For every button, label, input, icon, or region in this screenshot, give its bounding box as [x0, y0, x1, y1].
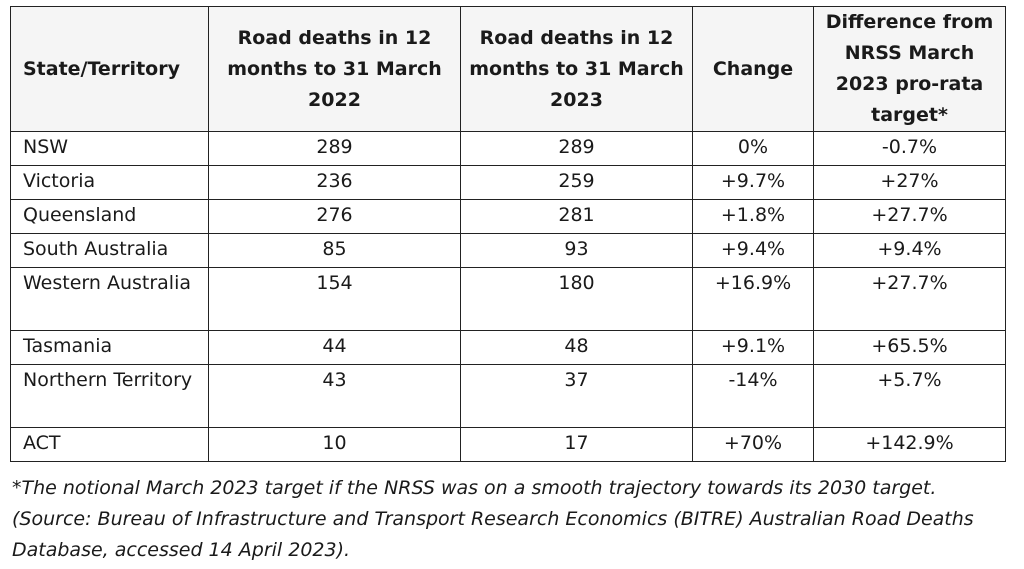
- cell-difference: +65.5%: [813, 330, 1006, 365]
- table-row: NSW 289 289 0% -0.7%: [10, 131, 1006, 166]
- cell-difference: -0.7%: [813, 131, 1006, 166]
- cell-deaths-2023: 289: [460, 131, 693, 166]
- footnote-target-note: *The notional March 2023 target if the N…: [12, 477, 937, 499]
- cell-change: 0%: [692, 131, 814, 166]
- cell-difference: +27%: [813, 165, 1006, 200]
- cell-difference: +9.4%: [813, 233, 1006, 268]
- header-change: Change: [692, 6, 814, 132]
- header-state: State/Territory: [10, 6, 209, 132]
- cell-change: +70%: [692, 427, 814, 462]
- cell-deaths-2023: 281: [460, 199, 693, 234]
- cell-state: ACT: [10, 427, 209, 462]
- cell-difference: +142.9%: [813, 427, 1006, 462]
- cell-deaths-2022: 154: [208, 267, 461, 331]
- cell-deaths-2022: 43: [208, 364, 461, 428]
- header-deaths-2023: Road deaths in 12 months to 31 March 202…: [460, 6, 693, 132]
- cell-change: +16.9%: [692, 267, 814, 331]
- cell-change: +9.4%: [692, 233, 814, 268]
- road-deaths-table: State/Territory Road deaths in 12 months…: [10, 6, 1006, 462]
- cell-state: South Australia: [10, 233, 209, 268]
- cell-state: Tasmania: [10, 330, 209, 365]
- cell-change: +9.7%: [692, 165, 814, 200]
- cell-change: -14%: [692, 364, 814, 428]
- cell-deaths-2023: 93: [460, 233, 693, 268]
- cell-deaths-2022: 44: [208, 330, 461, 365]
- table-row: Victoria 236 259 +9.7% +27%: [10, 165, 1006, 200]
- cell-deaths-2022: 276: [208, 199, 461, 234]
- cell-deaths-2023: 180: [460, 267, 693, 331]
- table-row: Western Australia 154 180 +16.9% +27.7%: [10, 267, 1006, 331]
- cell-change: +9.1%: [692, 330, 814, 365]
- cell-change: +1.8%: [692, 199, 814, 234]
- cell-state: Victoria: [10, 165, 209, 200]
- cell-state: Queensland: [10, 199, 209, 234]
- table-row: South Australia 85 93 +9.4% +9.4%: [10, 233, 1006, 268]
- cell-difference: +5.7%: [813, 364, 1006, 428]
- cell-difference: +27.7%: [813, 199, 1006, 234]
- header-row: State/Territory Road deaths in 12 months…: [10, 6, 1006, 132]
- footnote: *The notional March 2023 target if the N…: [12, 473, 1012, 566]
- cell-difference: +27.7%: [813, 267, 1006, 331]
- cell-deaths-2022: 85: [208, 233, 461, 268]
- cell-deaths-2023: 259: [460, 165, 693, 200]
- header-deaths-2022: Road deaths in 12 months to 31 March 202…: [208, 6, 461, 132]
- table-row: ACT 10 17 +70% +142.9%: [10, 427, 1006, 462]
- cell-state: NSW: [10, 131, 209, 166]
- cell-deaths-2023: 17: [460, 427, 693, 462]
- cell-deaths-2023: 48: [460, 330, 693, 365]
- footnote-source: (Source: Bureau of Infrastructure and Tr…: [12, 508, 974, 561]
- table-row: Northern Territory 43 37 -14% +5.7%: [10, 364, 1006, 428]
- cell-deaths-2022: 236: [208, 165, 461, 200]
- header-difference: Difference from NRSS March 2023 pro-rata…: [813, 6, 1006, 132]
- table-row: Queensland 276 281 +1.8% +27.7%: [10, 199, 1006, 234]
- cell-deaths-2022: 10: [208, 427, 461, 462]
- cell-state: Western Australia: [10, 267, 209, 331]
- cell-deaths-2022: 289: [208, 131, 461, 166]
- cell-deaths-2023: 37: [460, 364, 693, 428]
- table-row: Tasmania 44 48 +9.1% +65.5%: [10, 330, 1006, 365]
- cell-state: Northern Territory: [10, 364, 209, 428]
